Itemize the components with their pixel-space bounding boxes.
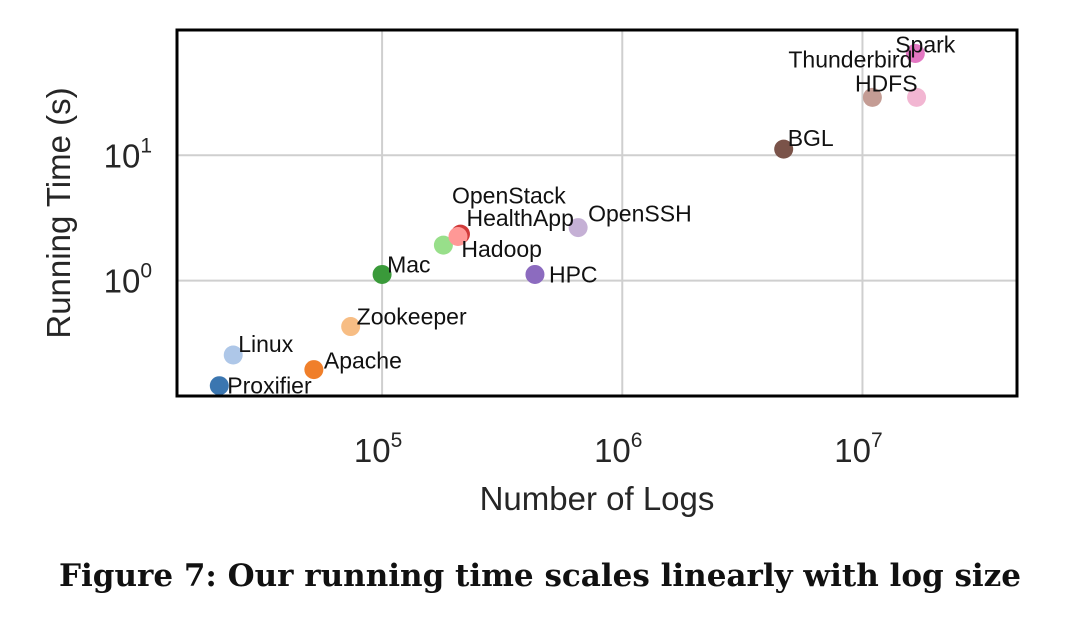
label-hadoop: Hadoop: [461, 236, 542, 262]
x-axis-label: Number of Logs: [480, 480, 715, 517]
y-tick-label: 100: [104, 260, 152, 300]
data-points: [209, 43, 927, 396]
label-openssh: OpenSSH: [588, 201, 692, 227]
label-hpc: HPC: [549, 261, 598, 287]
label-openstack: OpenStack: [452, 182, 566, 208]
y-tick-label: 101: [104, 134, 152, 174]
point-linux: [223, 345, 243, 365]
label-healthapp: HealthApp: [466, 205, 573, 231]
label-zookeeper: Zookeeper: [357, 304, 467, 330]
y-tick-base: 10: [104, 137, 141, 174]
x-tick-base: 10: [354, 432, 391, 469]
label-apache: Apache: [324, 348, 402, 374]
grid: [177, 30, 1017, 396]
point-labels: Proxifier Linux Apache Zookeeper Mac Hadoop He…: [227, 31, 956, 398]
point-thunderbird: [862, 87, 882, 107]
label-thunderbird: Thunderbird: [788, 46, 912, 72]
y-axis-label: Running Time (s): [40, 87, 77, 338]
label-spark: Spark: [895, 31, 956, 57]
point-apache: [304, 360, 324, 380]
label-proxifier: Proxifier: [227, 373, 312, 399]
point-mac: [372, 264, 392, 284]
x-tick-label: 105: [354, 429, 402, 469]
scatter-chart: Proxifier Linux Apache Zookeeper Mac Hadoop He…: [40, 28, 1019, 517]
x-tick-label: 106: [594, 429, 642, 469]
point-openstack: [448, 226, 468, 246]
point-zookeeper: [341, 317, 361, 337]
y-tick-exponent: 1: [140, 134, 152, 157]
label-hdfs: HDFS: [855, 70, 918, 96]
figure-caption: Figure 7: Our running time scales linear…: [58, 558, 1022, 594]
x-tick-base: 10: [594, 432, 631, 469]
plot-frame: [175, 28, 1019, 398]
label-linux: Linux: [238, 331, 293, 357]
label-mac: Mac: [387, 251, 430, 277]
point-bgl: [774, 139, 794, 159]
x-tick-base: 10: [834, 432, 871, 469]
point-hdfs: [907, 87, 927, 107]
point-hpc: [525, 264, 545, 284]
x-tick-exponent: 5: [391, 429, 403, 452]
y-tick-exponent: 0: [140, 260, 152, 283]
x-tick-exponent: 7: [871, 429, 883, 452]
x-tick-label: 107: [834, 429, 882, 469]
x-tick-exponent: 6: [631, 429, 643, 452]
point-hadoop: [433, 235, 453, 255]
point-spark: [905, 43, 925, 63]
point-openssh: [568, 218, 588, 238]
y-tick-base: 10: [104, 263, 141, 300]
point-proxifier: [209, 376, 229, 396]
label-bgl: BGL: [788, 125, 834, 151]
